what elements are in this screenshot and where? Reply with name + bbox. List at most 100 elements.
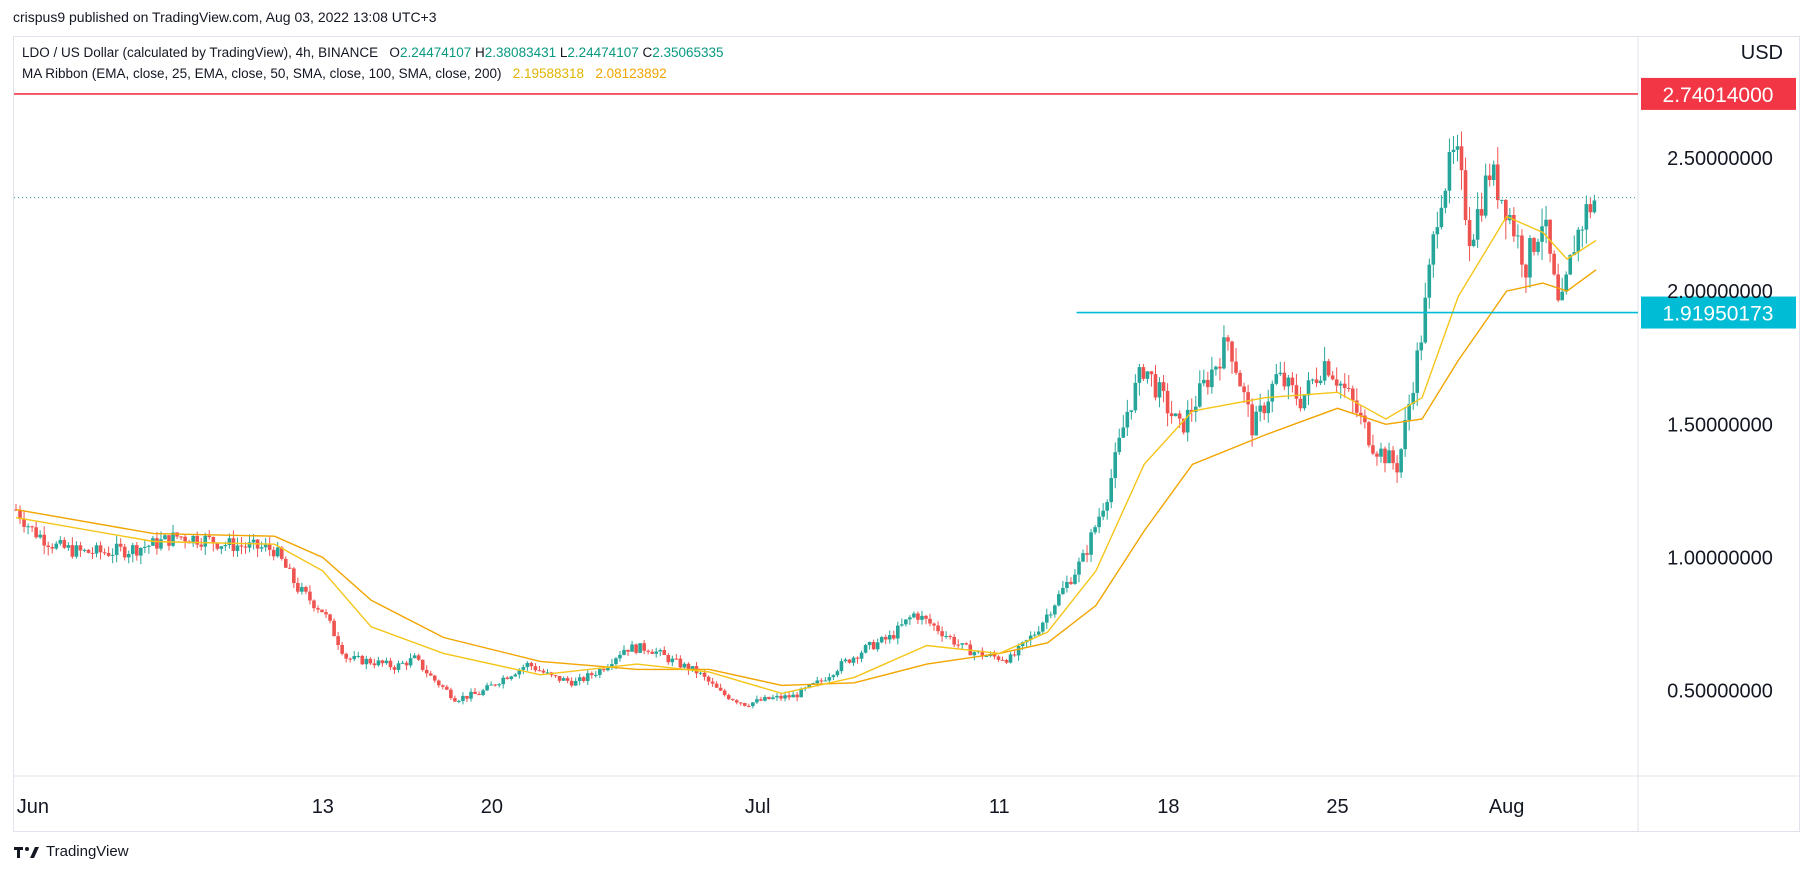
candle-body xyxy=(638,643,642,653)
candle-body xyxy=(1246,392,1250,405)
candle-body xyxy=(416,655,421,660)
candle xyxy=(589,671,594,679)
candle-body xyxy=(163,535,167,540)
candle xyxy=(1081,549,1085,563)
candle xyxy=(46,541,51,556)
candles xyxy=(14,131,1597,709)
candle-body xyxy=(1504,199,1508,221)
candle-body xyxy=(445,686,449,690)
candle xyxy=(1330,370,1335,381)
candle-body xyxy=(34,527,38,538)
candle-body xyxy=(602,669,606,671)
candle xyxy=(662,646,667,656)
candle xyxy=(904,619,908,627)
candle-body xyxy=(42,534,46,546)
candle-body xyxy=(747,705,751,707)
candle-body xyxy=(1576,229,1581,253)
candle-body xyxy=(1218,366,1222,369)
candle-body xyxy=(702,672,707,677)
candle-body xyxy=(1222,337,1226,369)
candle xyxy=(908,615,912,625)
candle xyxy=(1065,575,1069,593)
date-tick-label: 11 xyxy=(989,796,1010,818)
candle-body xyxy=(70,545,75,557)
candle xyxy=(1588,197,1593,219)
candle-body xyxy=(831,675,836,678)
candle-body xyxy=(1499,199,1504,201)
candle xyxy=(1193,395,1198,422)
candle xyxy=(1504,199,1508,240)
candle xyxy=(1318,375,1323,386)
candle-body xyxy=(62,540,67,548)
symbol-legend: LDO / US Dollar (calculated by TradingVi… xyxy=(22,45,724,60)
candle-body xyxy=(871,642,876,650)
candle-body xyxy=(843,659,848,662)
candle xyxy=(553,674,558,678)
candle-body xyxy=(900,624,904,626)
candle xyxy=(263,537,268,552)
candle-body xyxy=(1588,204,1593,213)
candle-body xyxy=(469,691,473,699)
candle xyxy=(122,543,127,561)
candle xyxy=(642,640,646,655)
candle-body xyxy=(1330,375,1335,380)
ma-fast-value: 2.19588318 xyxy=(512,66,585,81)
candle-body xyxy=(316,608,320,610)
candle xyxy=(561,676,566,681)
candle xyxy=(1165,383,1170,427)
candle xyxy=(477,691,481,696)
candle xyxy=(356,651,361,659)
candle-body xyxy=(1564,274,1569,292)
candle-body xyxy=(557,676,562,681)
candle-body xyxy=(1036,631,1041,635)
candle xyxy=(1137,363,1142,396)
candle xyxy=(1455,134,1460,162)
candle xyxy=(376,656,381,667)
candle-body xyxy=(779,695,783,699)
candle xyxy=(871,639,876,650)
candle xyxy=(879,636,884,644)
candle xyxy=(1262,402,1267,420)
candle-body xyxy=(275,547,280,557)
candle-body xyxy=(614,658,618,665)
candle-body xyxy=(771,697,775,700)
candle xyxy=(227,533,232,549)
candle-body xyxy=(1278,372,1283,375)
candle-body xyxy=(449,689,453,699)
candle-body xyxy=(66,545,71,548)
candle-body xyxy=(388,660,393,668)
candle-body xyxy=(356,655,361,657)
candle-body xyxy=(799,688,803,698)
candle xyxy=(1459,131,1464,190)
candle-body xyxy=(1185,409,1190,433)
candle xyxy=(924,615,928,625)
candle-body xyxy=(992,653,997,657)
candle xyxy=(1133,374,1138,413)
candle xyxy=(1379,442,1383,463)
candle-body xyxy=(1234,361,1238,373)
candle xyxy=(1314,367,1319,388)
candle-body xyxy=(1177,413,1182,419)
chart-frame[interactable] xyxy=(13,36,1800,832)
candle xyxy=(1475,192,1480,248)
candle xyxy=(1214,365,1218,376)
candle-body xyxy=(58,540,63,544)
candle-body xyxy=(38,534,42,538)
candle xyxy=(968,640,973,656)
resistance-price-tag xyxy=(1641,77,1796,110)
candle-body xyxy=(1415,350,1420,393)
candle xyxy=(525,661,530,671)
candle xyxy=(191,535,195,547)
candle xyxy=(952,634,956,647)
candle-body xyxy=(807,684,812,688)
candle xyxy=(714,681,719,688)
candle-body xyxy=(1584,204,1589,230)
candle-body xyxy=(1274,374,1279,384)
ma-fast-line xyxy=(15,215,1597,695)
candle xyxy=(920,610,924,625)
candle xyxy=(98,541,103,560)
candle-body xyxy=(102,552,107,554)
candle-body xyxy=(565,678,570,681)
symbol-title: LDO / US Dollar (calculated by TradingVi… xyxy=(22,45,379,60)
